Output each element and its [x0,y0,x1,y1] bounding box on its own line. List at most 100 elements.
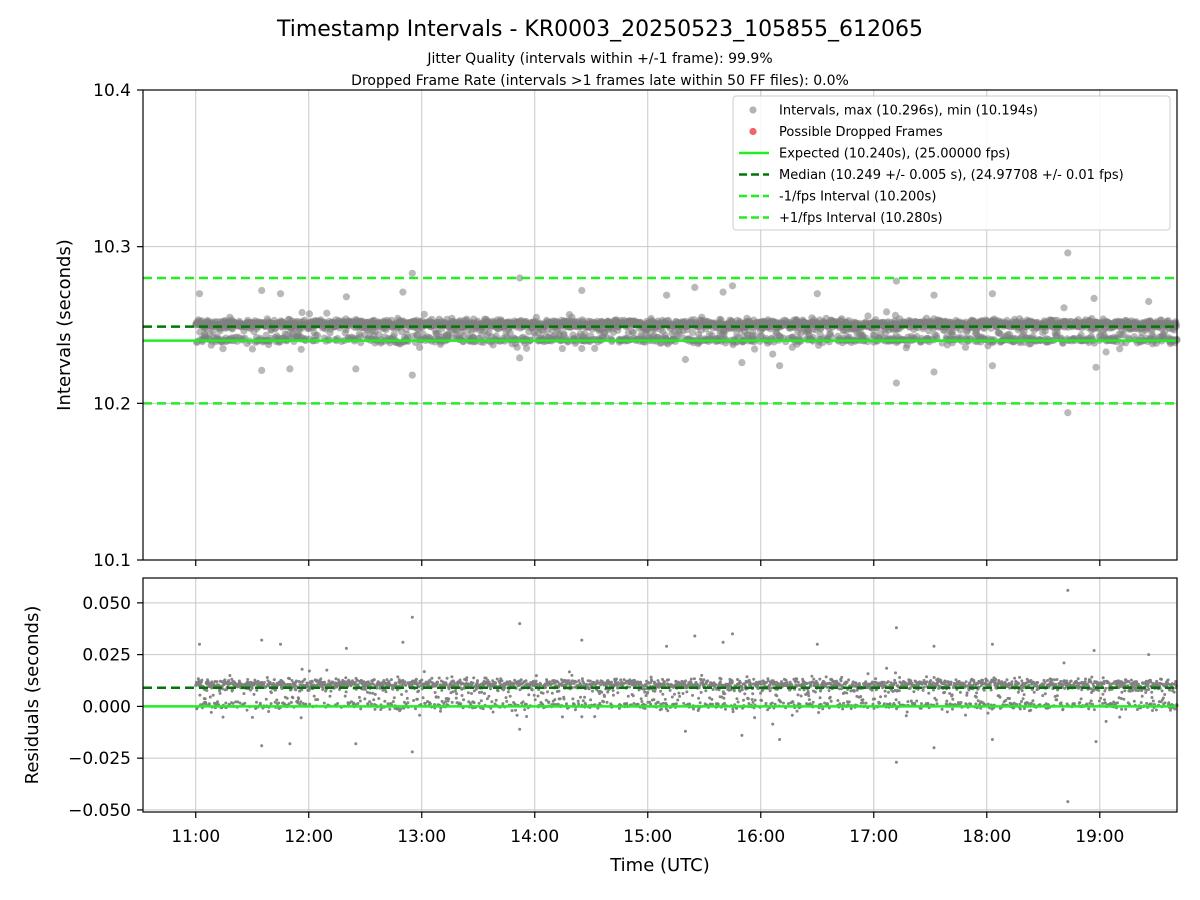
residual-point [557,689,561,693]
interval-point [297,345,305,353]
residual-point [294,679,298,683]
residual-point [453,682,457,686]
residual-point [724,707,727,711]
residual-point [242,692,246,696]
residual-point [264,697,268,701]
residual-point [541,691,545,695]
residual-point [433,691,437,694]
residual-point [626,694,630,698]
residual-point [440,688,444,692]
residual-point [692,677,696,681]
residual-point [677,691,681,695]
residual-point [211,693,215,697]
residual-point [515,713,519,717]
residual-point [404,689,408,693]
residual-point [500,679,504,683]
residual-point [496,689,500,693]
residual-point [760,699,764,702]
residual-point [732,689,736,693]
interval-point [276,290,285,298]
residual-point [316,698,320,701]
residual-point [359,707,363,711]
residual-point [272,678,276,682]
residual-point [532,693,536,697]
residual-point [205,689,209,692]
residual-point [269,691,273,695]
residual-point [519,678,523,682]
residual-point [255,688,259,692]
residual-point [459,702,463,706]
residual-point [373,707,377,711]
residual-point [412,699,416,702]
residual-point [752,677,756,681]
residual-point [565,702,568,706]
interval-point [776,362,784,370]
residual-point [553,698,557,702]
interval-point [420,310,428,318]
residual-point [490,700,494,704]
residual-point [400,693,404,696]
residual-point [372,698,376,702]
residual-point [489,687,492,691]
residual-point [218,691,222,695]
residual-point [447,697,451,701]
residual-point [215,680,219,684]
residual-point [722,696,726,700]
interval-point [1060,304,1068,312]
residual-point [476,679,479,683]
residual-point [418,713,422,717]
residual-point [436,695,440,699]
residual-point [289,700,293,704]
interval-point [988,290,997,298]
residual-point [544,686,548,689]
interval-point [258,366,266,374]
residual-point [494,681,498,685]
residual-point [200,678,204,682]
residual-point [285,696,289,700]
residual-point [428,702,432,706]
residual-point [605,700,609,704]
residual-point [742,698,745,702]
residual-point [527,693,531,697]
residual-point [576,699,580,703]
residual-point [530,688,534,692]
residual-point [207,702,211,706]
residual-point [514,708,517,712]
residual-point [735,697,739,701]
residual-point [250,686,254,690]
residual-point [470,692,473,695]
interval-point [408,371,416,379]
residual-point [363,697,367,701]
residual-point [403,680,407,684]
interval-point [578,286,586,295]
residual-point [307,669,311,673]
residual-point [246,678,250,681]
residual-point [667,678,670,682]
residual-point [704,689,708,693]
interval-point [738,359,746,367]
residual-point [625,702,629,705]
interval-point [751,332,759,340]
interval-point [516,354,524,362]
residual-point [299,716,303,720]
residual-point [437,676,441,680]
residual-point [275,698,279,702]
residual-point [686,685,690,689]
residual-point [631,694,635,698]
residual-point [577,702,581,706]
residual-point [558,697,562,701]
residual-point [718,680,722,684]
residual-point [536,694,540,698]
residual-point [329,689,333,693]
residual-point [344,676,348,680]
residual-point [676,698,680,702]
residual-point [238,701,242,705]
residual-point [223,678,227,682]
residual-point [405,696,409,700]
residual-point [471,681,475,685]
residual-point [325,668,329,672]
residual-point [472,676,476,680]
residual-point [450,700,454,704]
interval-point [892,379,901,387]
interval-point [883,308,891,316]
